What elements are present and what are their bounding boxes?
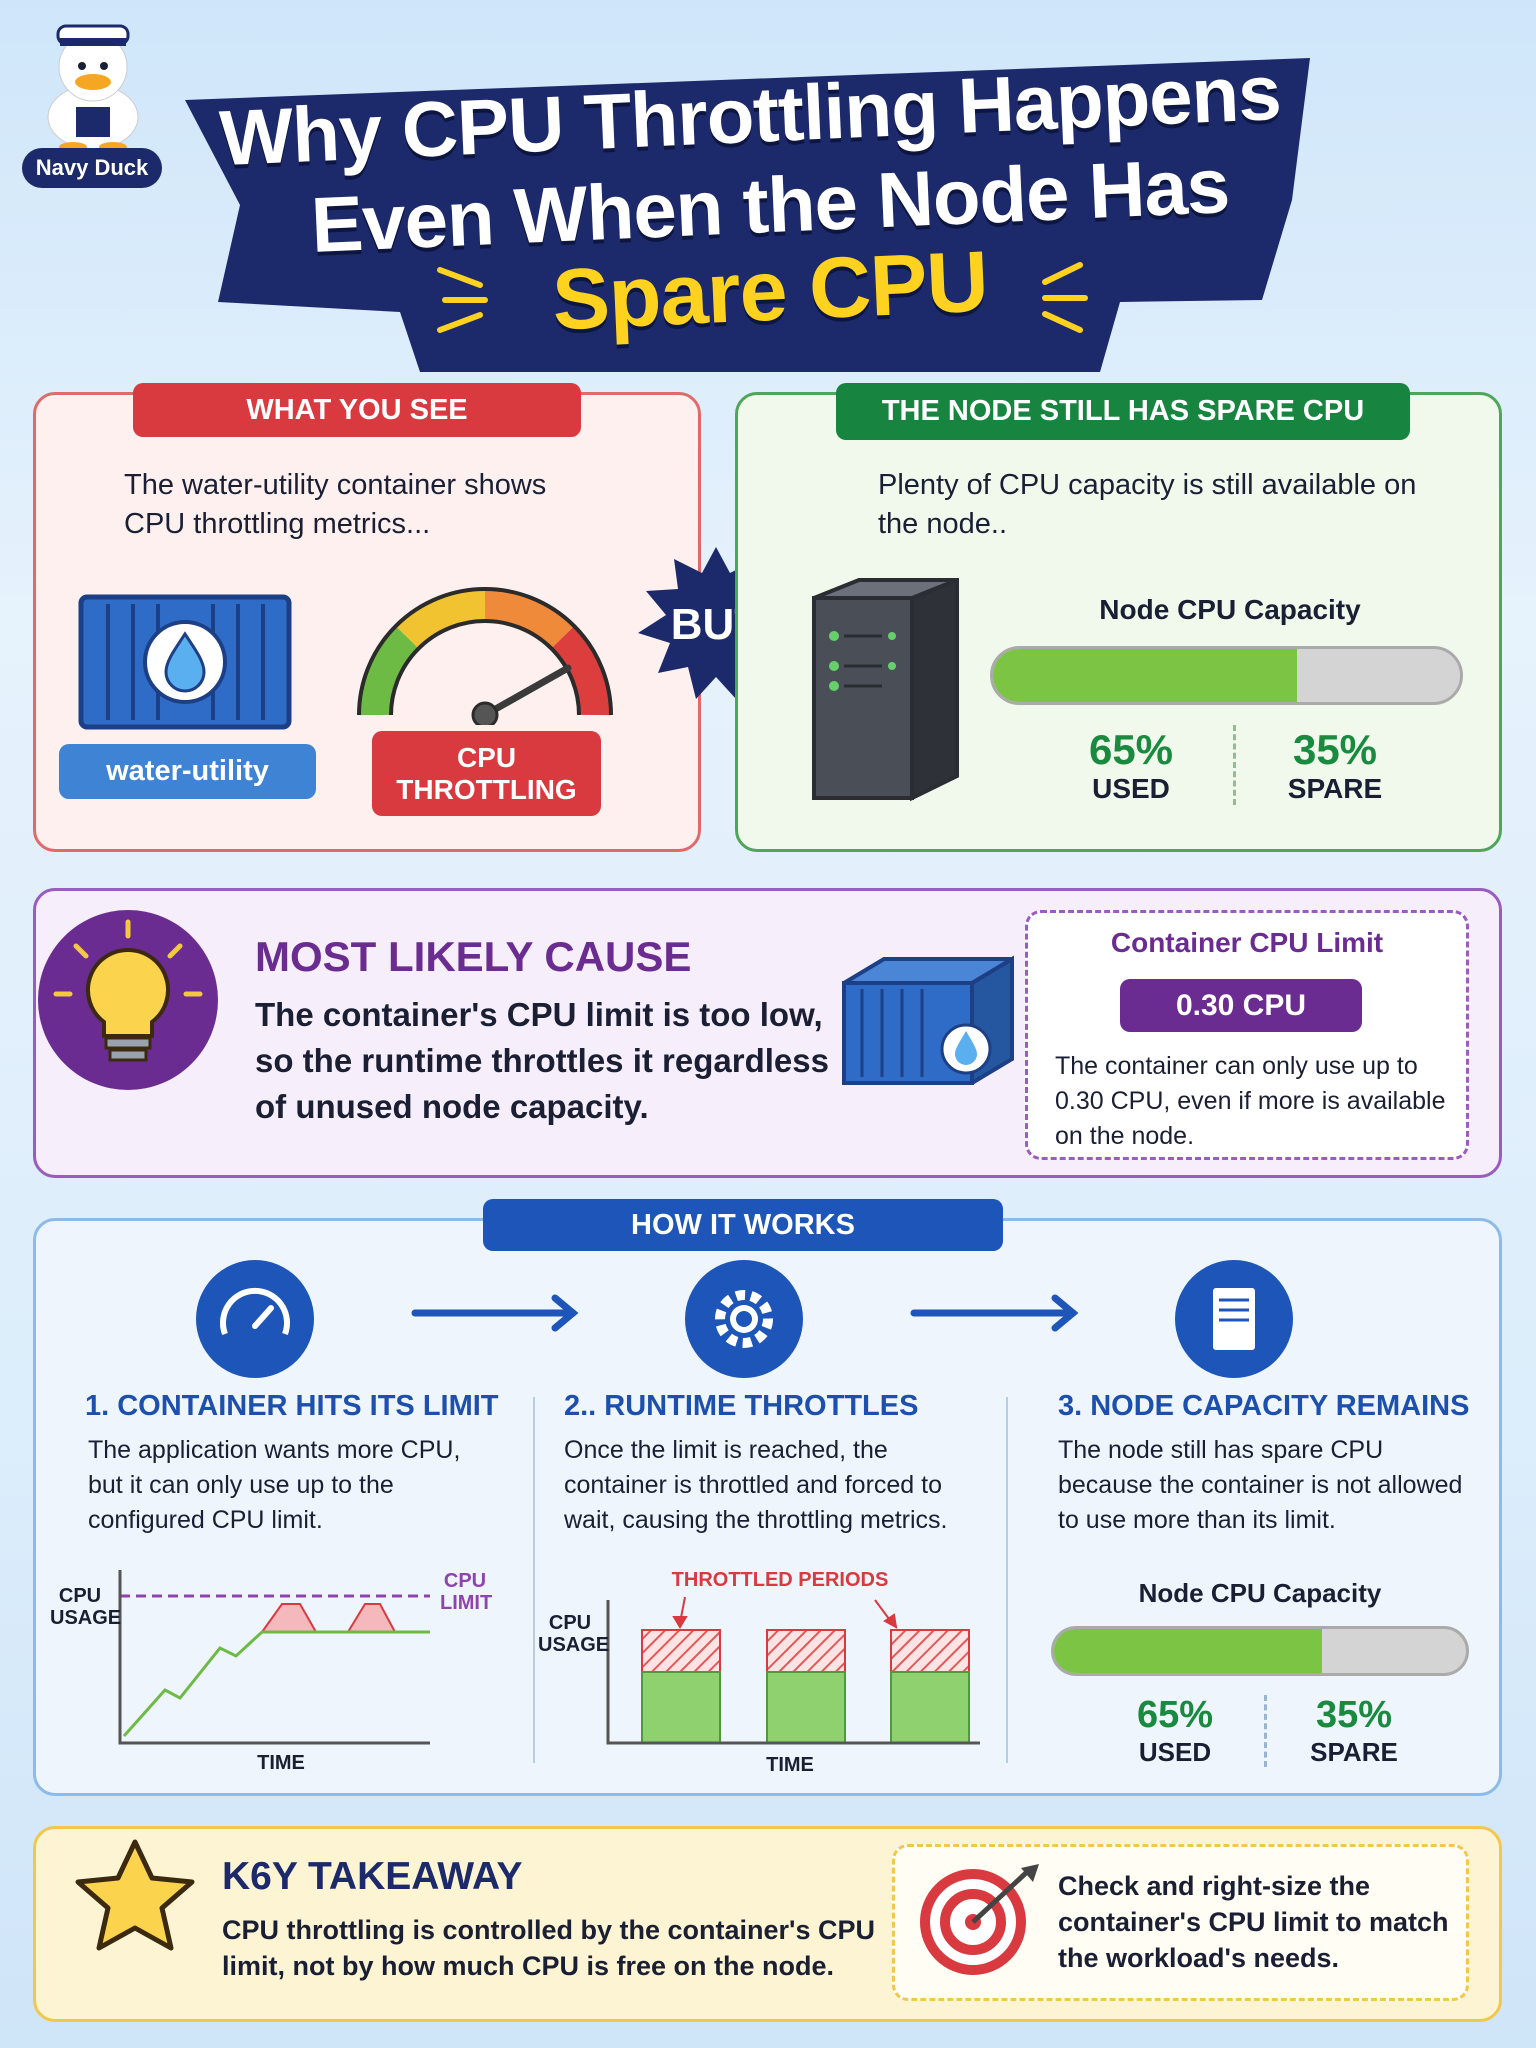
step-icons — [196, 1260, 1293, 1378]
how-heading: HOW IT WORKS — [483, 1199, 1003, 1251]
y-axis-label: CPU USAGE — [538, 1612, 610, 1656]
container-icon — [842, 955, 1014, 1085]
used-caption: USED — [1138, 1737, 1212, 1767]
cause-heading: MOST LIKELY CAUSE — [255, 933, 692, 980]
ribbon-shape — [185, 58, 1310, 372]
takeaway-text: CPU throttling is controlled by the cont… — [222, 1915, 875, 1981]
action-text: Check and right-size the container's CPU… — [1058, 1871, 1449, 1973]
limit-box — [1025, 910, 1469, 1160]
step-text: The node still has spare CPU because the… — [1058, 1436, 1463, 1534]
takeaway-heading: K6Y TAKEAWAY — [222, 1855, 523, 1898]
spare-percent: 35% — [1292, 726, 1378, 773]
capacity-bar-used — [1054, 1629, 1322, 1673]
spare-caption: SPARE — [1287, 773, 1383, 804]
step-title: 1. CONTAINER HITS ITS LIMIT — [85, 1390, 499, 1422]
step-title: 2.. RUNTIME THROTTLES — [564, 1390, 919, 1422]
spare-percent: 35% — [1315, 1694, 1393, 1736]
throttle-schematic — [606, 1596, 980, 1745]
x-axis-label: TIME — [257, 1752, 305, 1774]
used-percent: 65% — [1136, 1694, 1214, 1736]
capacity-title: Node CPU Capacity — [1099, 594, 1361, 625]
limit-text: The container can only use up to 0.30 CP… — [1055, 1052, 1446, 1150]
container-label: water-utility — [59, 744, 316, 799]
panel-heading: THE NODE STILL HAS SPARE CPU — [836, 383, 1410, 440]
lightbulb-icon — [38, 910, 218, 1090]
panel-heading: WHAT YOU SEE — [133, 383, 581, 437]
divider — [1264, 1695, 1267, 1767]
divider — [1233, 725, 1236, 805]
panel-text: Plenty of CPU capacity is still availabl… — [878, 469, 1417, 540]
limit-schematic — [118, 1570, 430, 1745]
target-icon — [920, 1864, 1039, 1975]
limit-label: CPU LIMIT — [440, 1570, 493, 1614]
step-text: The application wants more CPU, but it c… — [88, 1436, 461, 1534]
panel-text: The water-utility container shows CPU th… — [124, 469, 547, 540]
container-icon — [78, 594, 292, 730]
throttling-gauge — [357, 587, 613, 725]
capacity-title: Node CPU Capacity — [1138, 1578, 1382, 1608]
capacity-bar-used — [993, 649, 1297, 702]
x-axis-label: TIME — [766, 1754, 814, 1776]
divider — [533, 1397, 535, 1763]
throttled-label: THROTTLED PERIODS — [671, 1569, 889, 1591]
spare-caption: SPARE — [1310, 1737, 1398, 1767]
star-icon — [75, 1839, 195, 1951]
cause-text: The container's CPU limit is too low, so… — [255, 996, 829, 1125]
step-title: 3. NODE CAPACITY REMAINS — [1058, 1390, 1470, 1422]
duck-logo — [47, 24, 139, 152]
divider — [1006, 1397, 1008, 1763]
used-percent: 65% — [1088, 726, 1174, 773]
step-text: Once the limit is reached, the container… — [564, 1436, 948, 1534]
sparkles — [437, 262, 1088, 333]
capacity-bar-track — [1051, 1626, 1469, 1676]
capacity-bar-track — [990, 646, 1463, 705]
server-icon — [812, 578, 959, 802]
limit-value: 0.30 CPU — [1120, 979, 1362, 1032]
limit-title: Container CPU Limit — [1110, 927, 1384, 958]
title-ribbon — [185, 58, 1310, 372]
y-axis-label: CPU USAGE — [50, 1585, 122, 1629]
throttling-label: CPU THROTTLING — [372, 731, 601, 816]
brand-label: Navy Duck — [22, 148, 162, 188]
used-caption: USED — [1092, 773, 1170, 804]
